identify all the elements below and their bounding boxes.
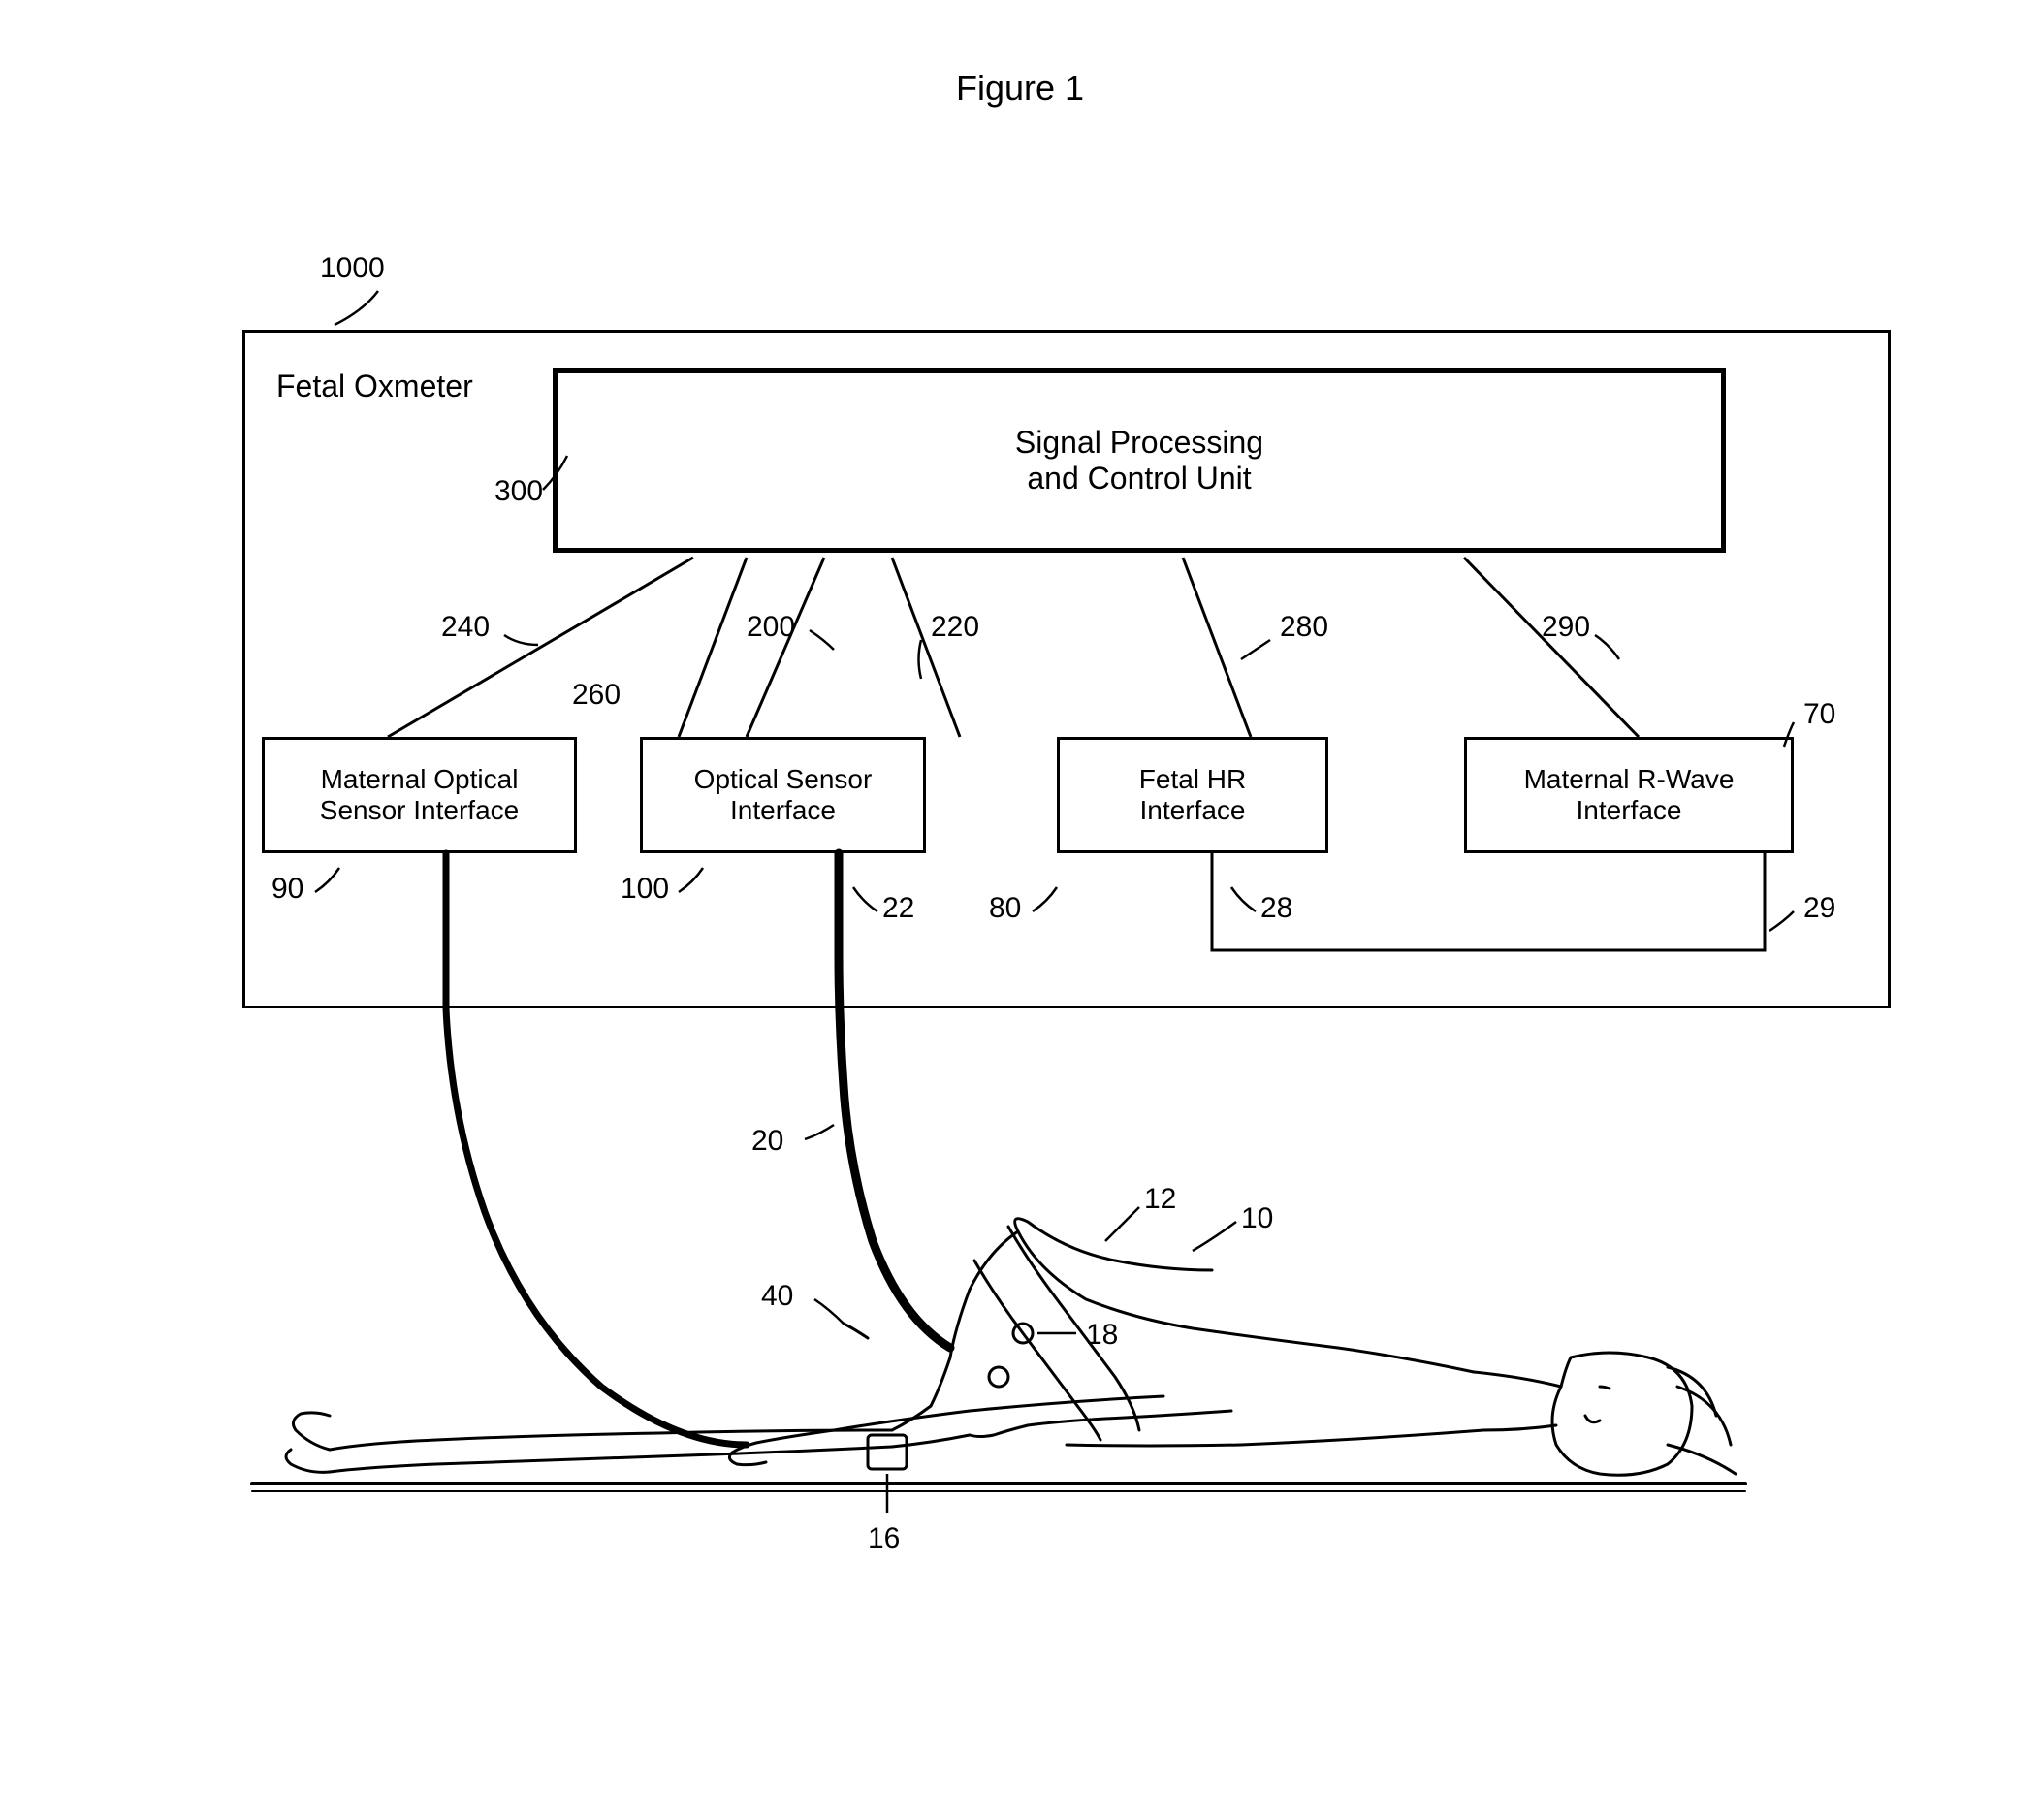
diagram-canvas: Figure 1 1000 Fetal Oxmeter Signal Proce…: [0, 0, 2040, 1820]
patient-sketch: [252, 1219, 1745, 1491]
cable-20: [839, 853, 950, 1348]
lead-curves: [315, 291, 1794, 1513]
cable-thin: [1212, 853, 1765, 950]
cable-maternal: [446, 853, 747, 1445]
connection-lines: [388, 558, 1639, 737]
diagram-svg: [0, 0, 2040, 1820]
